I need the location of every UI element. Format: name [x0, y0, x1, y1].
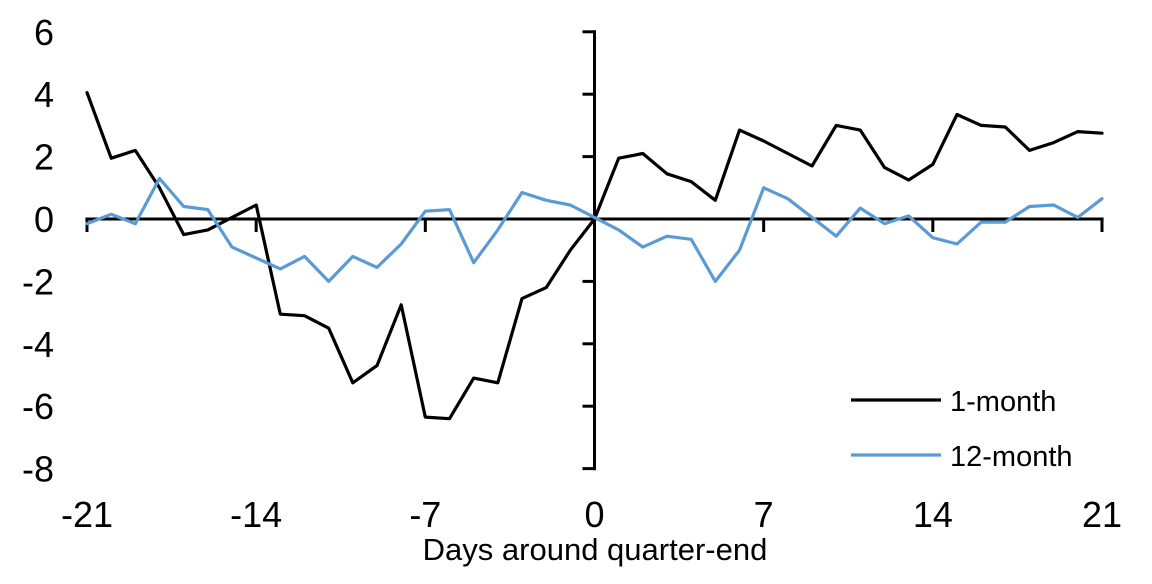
series-line-12-month	[85, 176, 1104, 283]
x-tick-label: 0	[584, 494, 604, 535]
y-tick-label: 4	[34, 74, 54, 115]
y-tick-label: 6	[34, 12, 54, 53]
x-axis-title: Days around quarter-end	[423, 532, 768, 567]
y-tick-label: -2	[22, 261, 54, 302]
y-tick-label: 0	[34, 199, 54, 240]
y-tick-label: -8	[22, 449, 54, 490]
legend-label-12-month: 12-month	[950, 441, 1073, 473]
x-tick-label: 14	[913, 494, 953, 535]
x-tick-label: 21	[1082, 494, 1122, 535]
x-tick-label: -21	[61, 494, 113, 535]
x-tick-label: -14	[230, 494, 282, 535]
legend-label-1-month: 1-month	[950, 386, 1056, 418]
y-tick-label: -4	[22, 324, 54, 365]
y-tick-label: 2	[34, 137, 54, 178]
x-tick-label: -7	[409, 494, 441, 535]
x-tick-label: 7	[754, 494, 774, 535]
y-tick-label: -6	[22, 386, 54, 427]
